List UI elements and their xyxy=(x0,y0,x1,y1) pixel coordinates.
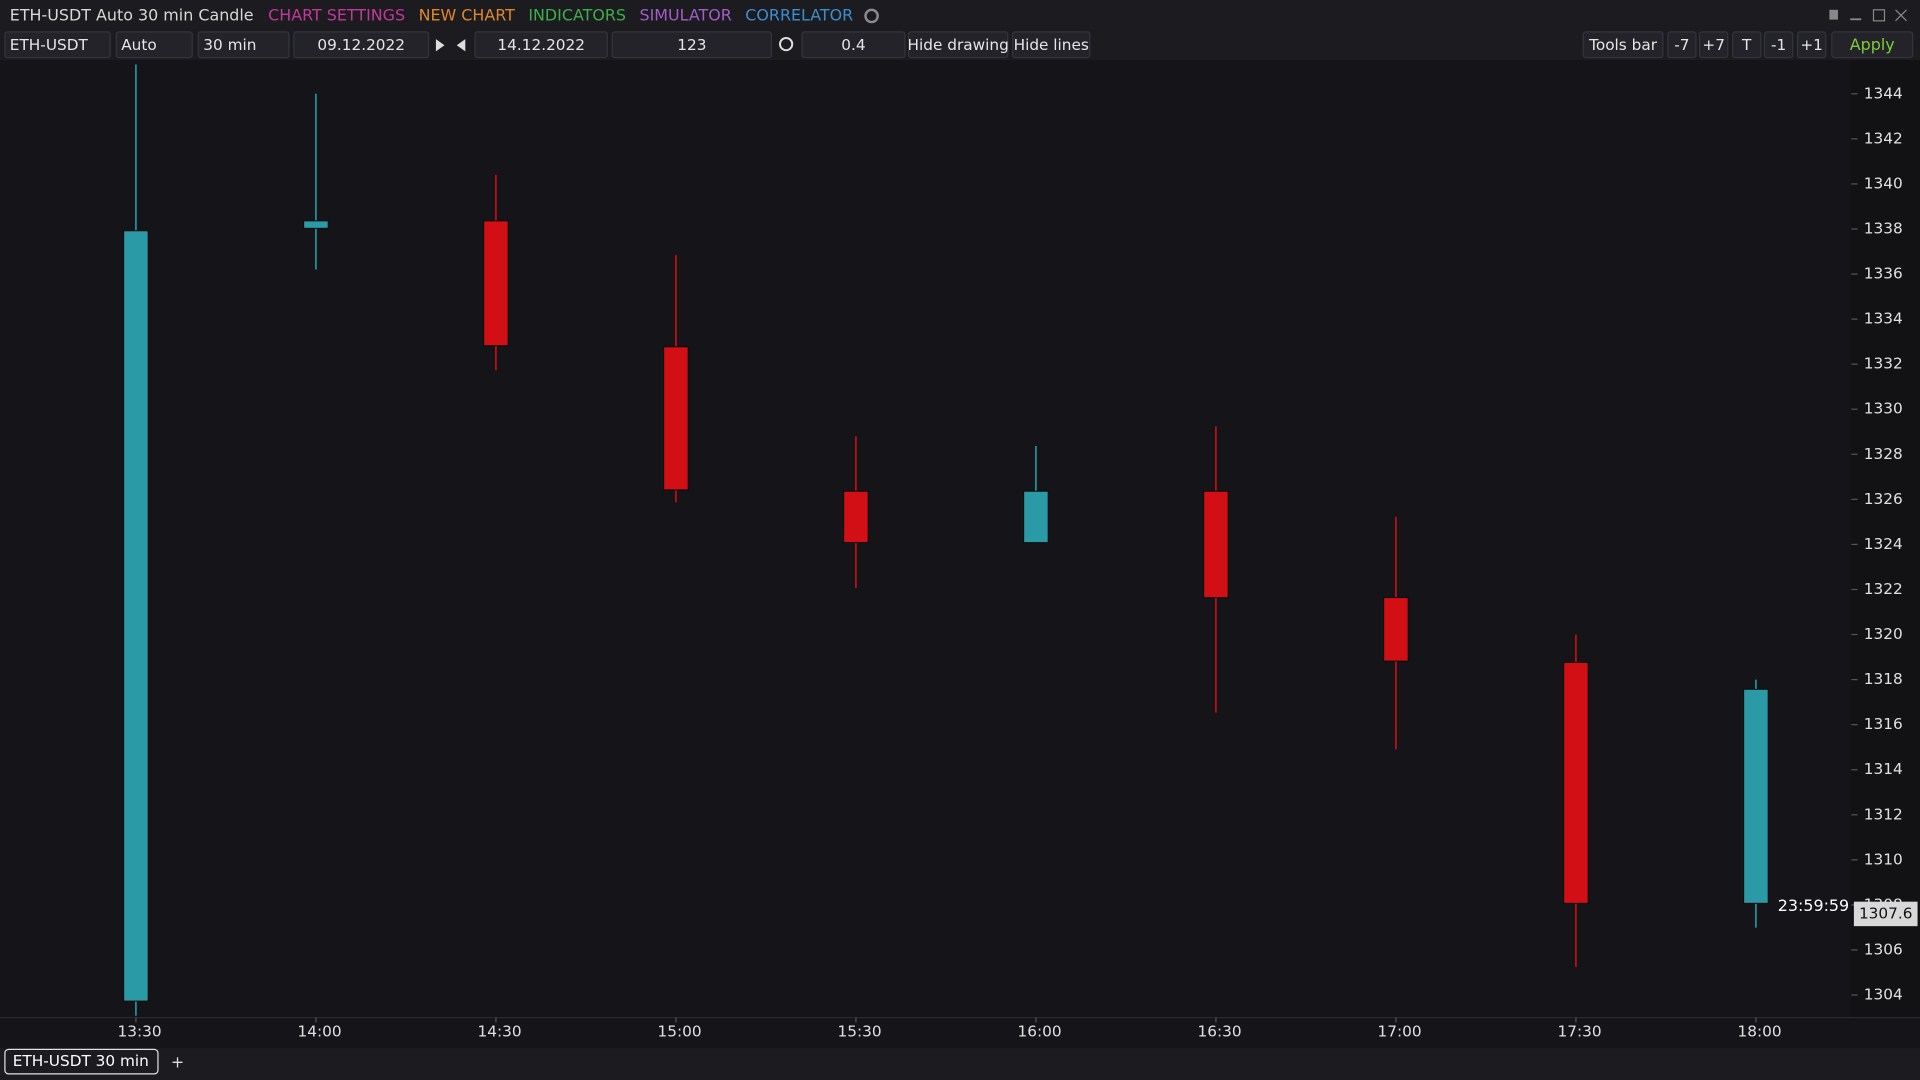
x-tick-label: 18:00 xyxy=(1738,1023,1782,1041)
step-button: -1 xyxy=(1771,36,1786,54)
y-tick-label: 1320 xyxy=(1864,625,1903,643)
y-tick-label: 1328 xyxy=(1864,445,1903,463)
play-icon[interactable] xyxy=(435,39,445,52)
tools-bar-button: Tools bar xyxy=(1588,36,1658,54)
pin-icon[interactable] xyxy=(1829,9,1838,20)
y-tick-label: 1316 xyxy=(1864,715,1903,733)
x-tick-label: 14:00 xyxy=(298,1023,342,1041)
y-tick-label: 1324 xyxy=(1864,535,1903,553)
ratio-input: 0.4 xyxy=(841,36,865,54)
hide-drawing-button: Hide drawing xyxy=(908,36,1009,54)
window-controls xyxy=(1829,9,1907,22)
step-button-box[interactable] xyxy=(1667,31,1697,59)
step-button-box[interactable] xyxy=(1796,31,1827,59)
y-tick-label: 1334 xyxy=(1864,310,1903,328)
step-button-box[interactable] xyxy=(1698,31,1729,59)
y-tick-label: 1322 xyxy=(1864,580,1903,598)
candle-body xyxy=(843,490,869,544)
maximize-button[interactable] xyxy=(1872,9,1886,22)
y-tick-label: 1314 xyxy=(1864,760,1903,778)
window-title: ETH-USDT Auto 30 min Candle xyxy=(10,5,254,24)
settings-icon[interactable] xyxy=(864,8,879,24)
x-tick-label: 17:30 xyxy=(1558,1023,1602,1041)
candle-body xyxy=(1383,597,1409,662)
y-tick-label: 1312 xyxy=(1864,805,1903,823)
date-from-box[interactable] xyxy=(293,31,430,59)
menu-item[interactable]: CORRELATOR xyxy=(745,5,853,24)
tools-bar-button-box[interactable] xyxy=(1582,31,1664,59)
date-from: 09.12.2022 xyxy=(317,36,405,54)
close-button[interactable] xyxy=(1895,9,1907,22)
candle-body xyxy=(1203,490,1229,599)
add-tab[interactable]: + xyxy=(171,1052,184,1071)
candle-body xyxy=(1743,688,1769,904)
menu-item[interactable]: INDICATORS xyxy=(528,5,626,24)
candle-body xyxy=(303,220,329,229)
y-tick-label: 1344 xyxy=(1864,84,1903,102)
apply-button: Apply xyxy=(1850,35,1895,54)
title-bar xyxy=(0,0,1920,31)
hide-lines-button-box[interactable] xyxy=(1012,31,1091,59)
y-tick-label: 1336 xyxy=(1864,265,1903,283)
active-tab: ETH-USDT 30 min xyxy=(13,1052,149,1070)
candle-body xyxy=(1563,661,1589,904)
candle-body xyxy=(123,230,149,1002)
date-to-box[interactable] xyxy=(474,31,608,59)
date-to: 14.12.2022 xyxy=(497,36,585,54)
apply-button-box[interactable] xyxy=(1831,31,1914,59)
y-tick-label: 1340 xyxy=(1864,174,1903,192)
x-tick-label: 14:30 xyxy=(478,1023,522,1041)
timeframe-select-box[interactable] xyxy=(197,31,290,59)
y-tick-label: 1304 xyxy=(1864,986,1903,1004)
x-tick-label: 17:00 xyxy=(1378,1023,1422,1041)
active-tab-box[interactable] xyxy=(4,1048,159,1075)
x-tick-label: 16:00 xyxy=(1018,1023,1062,1041)
scale-select-box[interactable] xyxy=(115,31,193,59)
symbol-select-box[interactable] xyxy=(4,31,111,59)
menu-item[interactable]: SIMULATOR xyxy=(639,5,731,24)
candle-body xyxy=(663,346,689,491)
count-select-box[interactable] xyxy=(611,31,773,59)
candle-body xyxy=(483,220,509,347)
reset-icon[interactable] xyxy=(779,36,794,52)
step-button: -7 xyxy=(1674,36,1689,54)
hide-lines-button: Hide lines xyxy=(1014,36,1089,54)
y-tick-label: 1332 xyxy=(1864,355,1903,373)
y-tick-label: 1338 xyxy=(1864,219,1903,237)
price-axis xyxy=(1851,60,1920,1018)
y-tick-label: 1330 xyxy=(1864,400,1903,418)
step-button: +1 xyxy=(1800,36,1823,54)
menu-item[interactable]: CHART SETTINGS xyxy=(268,5,405,24)
y-tick-label: 1310 xyxy=(1864,850,1903,868)
scale-select: Auto xyxy=(121,36,157,54)
tab-bar xyxy=(0,1048,1920,1080)
minimize-button[interactable] xyxy=(1850,18,1862,21)
x-tick-label: 13:30 xyxy=(118,1023,162,1041)
ratio-input-box[interactable] xyxy=(801,31,906,59)
step-button: +7 xyxy=(1702,36,1725,54)
step-button: T xyxy=(1741,36,1752,54)
menu-item[interactable]: NEW CHART xyxy=(419,5,516,24)
candle-body xyxy=(1023,490,1049,544)
x-tick-label: 16:30 xyxy=(1198,1023,1242,1041)
back-icon[interactable] xyxy=(456,39,466,52)
step-button-box[interactable] xyxy=(1732,31,1762,59)
step-button-box[interactable] xyxy=(1763,31,1794,59)
timeframe-select: 30 min xyxy=(203,36,256,54)
y-tick-label: 1306 xyxy=(1864,940,1903,958)
x-tick-label: 15:30 xyxy=(838,1023,882,1041)
y-tick-label: 1326 xyxy=(1864,490,1903,508)
x-tick-label: 15:00 xyxy=(658,1023,702,1041)
count-select: 123 xyxy=(677,36,706,54)
last-price-box xyxy=(1853,901,1918,927)
y-tick-label: 1342 xyxy=(1864,129,1903,147)
candle-timer: 23:59:59 xyxy=(1778,896,1849,915)
last-price-label: 1307.6 xyxy=(1859,904,1913,922)
hide-drawing-button-box[interactable] xyxy=(907,31,1009,59)
symbol-select: ETH-USDT xyxy=(10,36,89,54)
y-tick-label: 1318 xyxy=(1864,670,1903,688)
